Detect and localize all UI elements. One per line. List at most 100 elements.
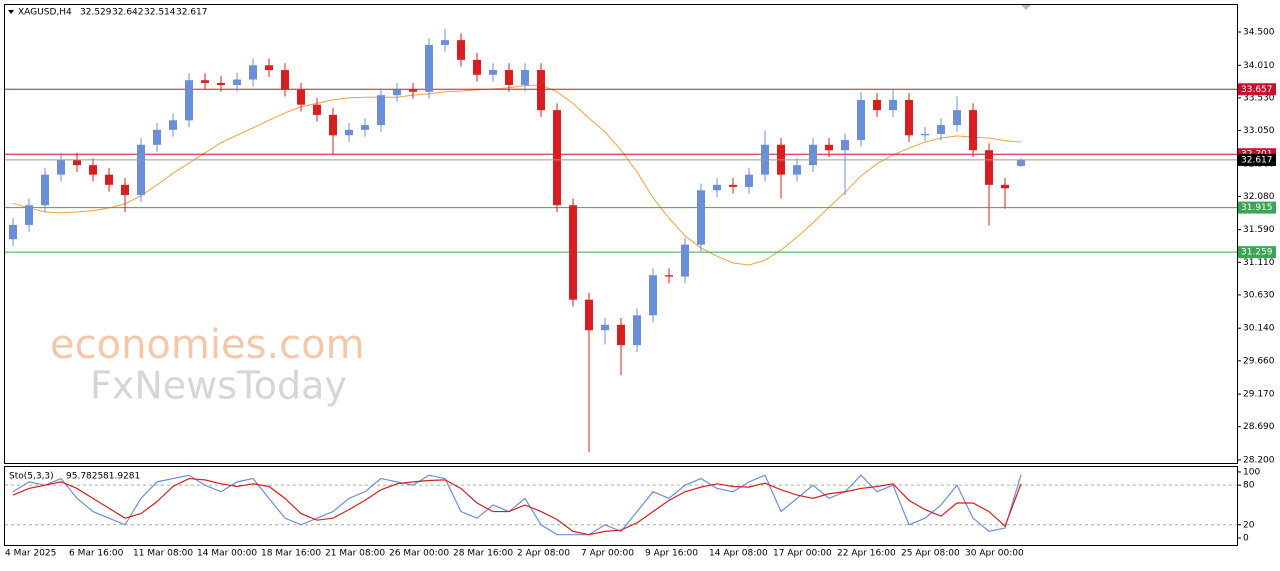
x-tick-label: 4 Mar 2025 [5, 549, 56, 559]
y-tick-label: 29.660 [1243, 356, 1275, 366]
x-tick-label: 7 Apr 00:00 [581, 549, 634, 559]
high-value: 32.642 [112, 8, 144, 18]
last-price-box [1238, 153, 1276, 166]
candle-body [569, 205, 577, 300]
x-tick-label: 21 Mar 08:00 [325, 549, 385, 559]
y-tick-label: 32.080 [1243, 192, 1275, 202]
candle-body [345, 129, 353, 136]
candle-body [185, 80, 193, 121]
candle-body [329, 114, 337, 136]
x-tick-label: 28 Mar 16:00 [453, 549, 513, 559]
candle-body [217, 82, 225, 85]
x-tick-label: 14 Apr 08:00 [709, 549, 768, 559]
candle-body [953, 110, 961, 126]
x-tick-label: 6 Mar 16:00 [69, 549, 124, 559]
candle-body [489, 70, 497, 75]
last-price-label: 32.617 [1241, 155, 1273, 165]
y-tick-label: 29.170 [1243, 390, 1275, 400]
candle-body [553, 110, 561, 206]
candle-body [665, 275, 673, 277]
candle-body [457, 40, 465, 60]
candle-body [697, 190, 705, 245]
x-tick-label: 25 Apr 08:00 [901, 549, 960, 559]
candle-body [585, 299, 593, 331]
candle-body [249, 65, 257, 80]
candle-body [937, 125, 945, 134]
candle-body [9, 224, 17, 240]
candle-body [409, 89, 417, 92]
x-tick-label: 2 Apr 08:00 [517, 549, 570, 559]
candle-body [825, 144, 833, 151]
candle-body [265, 65, 273, 71]
close-value: 32.617 [176, 8, 208, 18]
candle-body [793, 165, 801, 175]
candle-body [41, 174, 49, 206]
candle-body [985, 150, 993, 185]
low-value: 32.514 [144, 8, 176, 18]
y-tick-label: 28.690 [1243, 422, 1275, 432]
y-tick-label: 30.630 [1243, 290, 1275, 300]
candle-body [313, 104, 321, 115]
y-tick-label: 31.110 [1243, 258, 1275, 268]
level-label: 31.915 [1241, 203, 1273, 213]
x-tick-label: 26 Mar 00:00 [389, 549, 449, 559]
candle-body [377, 95, 385, 126]
indicator-line [12, 474, 1022, 536]
candle-body [153, 129, 161, 145]
y-tick-label: 20 [1243, 520, 1255, 530]
x-tick-label: 30 Apr 00:00 [965, 549, 1024, 559]
candle-body [441, 40, 449, 45]
candle-body [297, 89, 305, 105]
candle-body [729, 184, 737, 187]
candle-body [633, 315, 641, 346]
candle-body [809, 144, 817, 166]
candle-body [361, 125, 369, 130]
candle-body [537, 70, 545, 111]
candle-body [745, 174, 753, 187]
candle-body [25, 205, 33, 225]
candle-body [89, 165, 97, 175]
x-tick-label: 22 Apr 16:00 [837, 549, 896, 559]
candle-body [601, 324, 609, 331]
candle-body [281, 70, 289, 90]
candle-body [393, 89, 401, 96]
candle-body [105, 174, 113, 185]
candle-body [873, 99, 881, 111]
candle-body [857, 99, 865, 141]
x-tick-label: 14 Mar 00:00 [197, 549, 257, 559]
k-value: 95.7825 [66, 472, 103, 482]
watermark: FxNewsToday [90, 364, 347, 408]
candle-body [57, 159, 65, 175]
shift-marker [1021, 5, 1031, 10]
candle-body [425, 44, 433, 92]
y-tick-label: 28.200 [1243, 456, 1275, 466]
open-value: 32.529 [80, 8, 112, 18]
watermark: economies.com [50, 322, 365, 368]
y-tick-label: 31.590 [1243, 225, 1275, 235]
y-tick-label: 80 [1243, 481, 1255, 491]
x-tick-label: 9 Apr 16:00 [645, 549, 698, 559]
candle-body [649, 275, 657, 316]
level-label-box [1238, 83, 1276, 96]
x-tick-label: 17 Apr 00:00 [773, 549, 832, 559]
y-tick-label: 33.050 [1243, 126, 1275, 136]
candle-body [169, 120, 177, 130]
y-tick-label: 33.530 [1243, 93, 1275, 103]
moving-average [12, 84, 1022, 266]
candle-body [521, 70, 529, 85]
candle-body [233, 79, 241, 85]
x-tick-label: 11 Mar 08:00 [133, 549, 193, 559]
candle-body [473, 59, 481, 75]
symbol: XAGUSD,H4 [18, 8, 72, 18]
level-label-box [1238, 246, 1276, 259]
candle-body [201, 80, 209, 83]
y-tick-label: 100 [1243, 467, 1260, 477]
candle-body [617, 324, 625, 346]
y-tick-label: 34.010 [1243, 61, 1275, 71]
candle-body [1001, 184, 1009, 189]
candle-body [137, 144, 145, 196]
y-tick-label: 30.140 [1243, 324, 1275, 334]
candle-body [969, 110, 977, 151]
